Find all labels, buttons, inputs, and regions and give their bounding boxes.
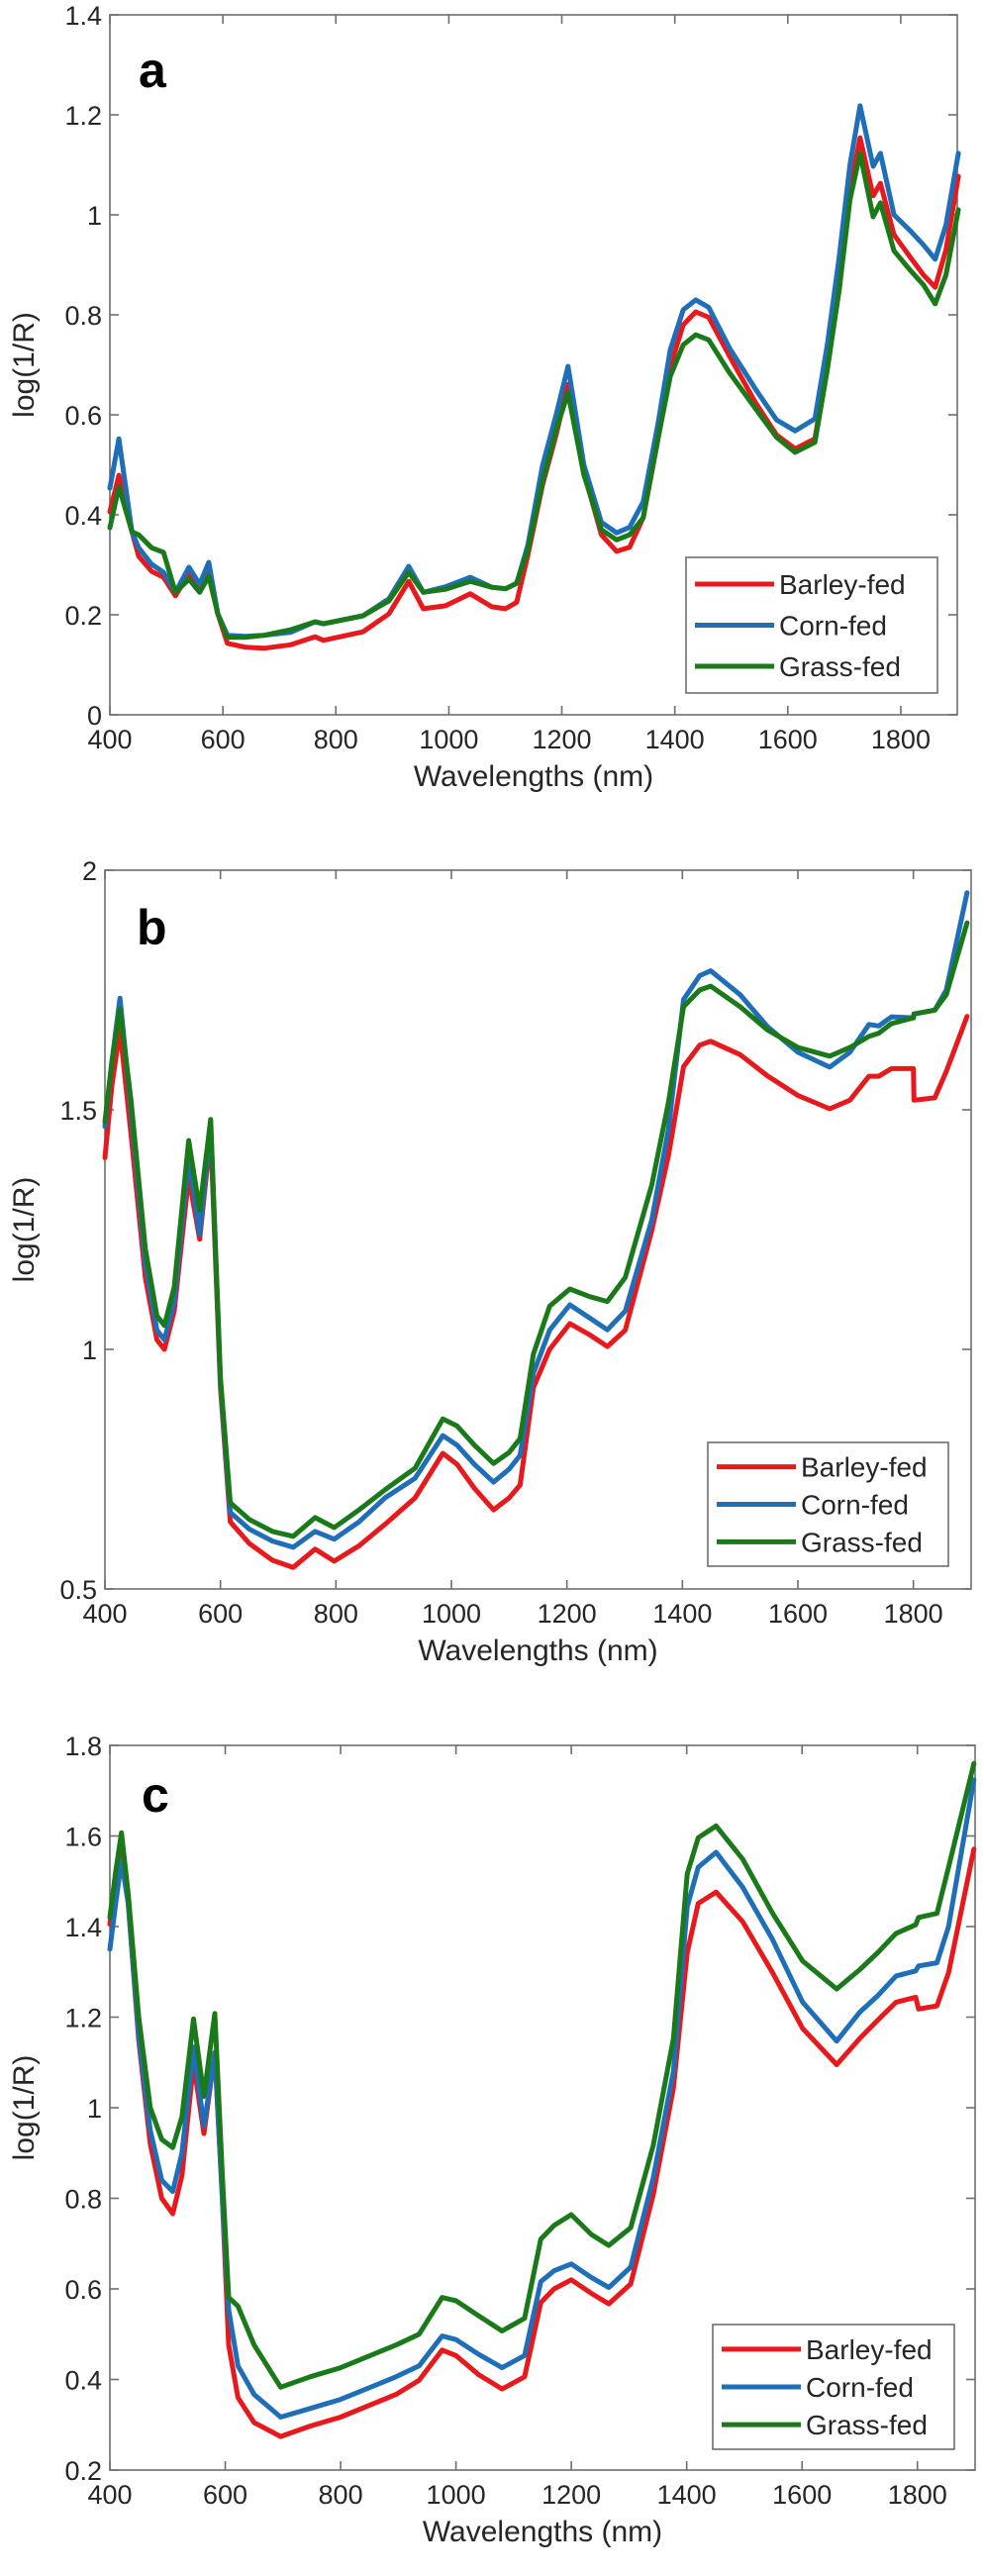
panel-b-y-tick-label: 2 (82, 856, 97, 886)
panel-b-x-tick-label: 1000 (422, 1599, 481, 1629)
panel-a-x-tick-label: 1000 (419, 725, 478, 754)
panel-b-y-tick-label: 1.5 (59, 1096, 97, 1126)
panel-b-x-tick-label: 1200 (538, 1599, 597, 1629)
panel-c: 400 600 800 1000 1200 1400 1600 1800 0.2 0.4 0.6 0.… (8, 1732, 977, 2548)
panel-c-y-tick-label: 1.4 (64, 1913, 102, 1942)
panel-a-y-tick-label: 1.4 (64, 1, 102, 31)
panel-b-letter: b (137, 900, 167, 955)
panel-b-series-grass-fed (102, 920, 970, 1539)
panel-c-x-axis-title: Wavelengths (nm) (423, 2516, 662, 2548)
panel-a-legend-label: Barley-fed (779, 569, 906, 600)
panel-c-legend-label: Corn-fed (806, 2372, 914, 2403)
panel-b-x-tick-label: 800 (314, 1599, 358, 1629)
panel-a-x-tick-label: 800 (314, 725, 358, 754)
panel-c-x-tick-label: 600 (203, 2480, 247, 2510)
panel-c-series (107, 1760, 977, 2439)
panel-a-y-tick-label: 0.6 (64, 401, 102, 431)
panel-a-y-tick-label: 1 (87, 201, 102, 231)
panel-c-y-tick-label: 1 (87, 2094, 102, 2124)
panel-c-y-tick-label: 1.8 (64, 1732, 102, 1761)
panel-c-x-tick-label: 1600 (772, 2480, 832, 2510)
panel-b-x-tick-label: 1400 (652, 1599, 712, 1629)
panel-c-x-tick-label: 1800 (888, 2480, 947, 2510)
panel-a-x-tick-label: 400 (87, 725, 132, 754)
panel-c-legend-label: Barley-fed (806, 2334, 933, 2365)
panel-b-legend: Barley-fed Corn-fed Grass-fed (707, 1441, 949, 1567)
panel-c-y-axis-title: log(1/R) (8, 2055, 41, 2161)
panel-c-x-tick-label: 400 (87, 2480, 132, 2510)
panel-c-x-tick-label: 1000 (427, 2480, 486, 2510)
panel-b-legend-label: Barley-fed (801, 1452, 928, 1483)
panel-a-x-tick-label: 1600 (758, 725, 818, 754)
panel-a-x-tick-label: 1400 (645, 725, 705, 754)
panel-c-y-tick-label: 0.4 (64, 2366, 102, 2396)
panel-c-y-tick-label: 0.8 (64, 2185, 102, 2215)
panel-b-x-tick-label: 1800 (884, 1599, 943, 1629)
panel-a-axes-box (109, 14, 958, 716)
panel-c-x-tick-label: 1200 (541, 2480, 601, 2510)
panel-c-y-tick-label: 1.2 (64, 2004, 102, 2033)
panel-b-y-tick-label: 1 (82, 1336, 97, 1365)
panel-a-letter: a (139, 43, 167, 98)
panel-a-y-tick-label: 0.8 (64, 301, 102, 331)
panel-c-legend: Barley-fed Corn-fed Grass-fed (712, 2324, 955, 2450)
panel-b-series-corn-fed (102, 890, 970, 1550)
panel-a-x-axis-title: Wavelengths (nm) (414, 760, 653, 793)
panel-c-ticks: 400 600 800 1000 1200 1400 1600 1800 0.2 0.4 0.6 0.… (64, 1732, 975, 2510)
panel-b-x-axis-title: Wavelengths (nm) (418, 1635, 657, 1667)
panel-c-letter: c (142, 1767, 169, 1823)
panel-a-x-tick-label: 600 (201, 725, 246, 754)
panel-b-legend-label: Corn-fed (801, 1490, 909, 1521)
panel-a-legend: Barley-fed Corn-fed Grass-fed (685, 556, 938, 694)
panel-c-legend-label: Grass-fed (806, 2410, 928, 2440)
panel-a-series-grass-fed (107, 150, 961, 641)
panel-a: 400 600 800 1000 1200 1400 1600 1800 0 0.2 0.4 0.6 0… (8, 1, 961, 793)
panel-b-ticks: 400 600 800 1000 1200 1400 1600 1800 0.5 1 1.5 2 (59, 856, 971, 1629)
panel-a-y-tick-label: 0 (87, 701, 102, 731)
panel-b-x-tick-label: 600 (198, 1599, 243, 1629)
panel-a-y-axis-title: log(1/R) (8, 312, 41, 418)
panel-c-series-barley-fed (107, 1842, 977, 2439)
panel-b-x-tick-label: 1600 (768, 1599, 828, 1629)
panel-c-y-tick-label: 0.6 (64, 2275, 102, 2305)
panel-c-y-tick-label: 0.2 (64, 2456, 102, 2486)
panel-c-series-corn-fed (107, 1777, 977, 2420)
panel-c-y-tick-label: 1.6 (64, 1823, 102, 1852)
panel-b-axes-box (104, 869, 972, 1590)
panel-b-series (102, 890, 970, 1570)
panel-b-legend-label: Grass-fed (801, 1527, 923, 1557)
panel-a-ticks: 400 600 800 1000 1200 1400 1600 1800 0 0.2 0.4 0.6 0… (64, 1, 957, 754)
panel-a-legend-label: Grass-fed (779, 651, 901, 682)
panel-b-y-axis-title: log(1/R) (8, 1177, 41, 1283)
panel-b-y-tick-label: 0.5 (59, 1575, 97, 1605)
panel-a-y-tick-label: 0.2 (64, 601, 102, 631)
panel-c-series-grass-fed (107, 1760, 977, 2390)
panel-b-x-tick-label: 400 (82, 1599, 127, 1629)
panel-a-y-tick-label: 1.2 (64, 101, 102, 131)
panel-c-x-tick-label: 1400 (657, 2480, 717, 2510)
panel-a-series (107, 103, 961, 651)
panel-a-x-tick-label: 1800 (871, 725, 931, 754)
panel-a-x-tick-label: 1200 (532, 725, 591, 754)
panel-c-x-tick-label: 800 (319, 2480, 363, 2510)
panel-a-legend-label: Corn-fed (779, 611, 887, 642)
panel-a-y-tick-label: 0.4 (64, 501, 102, 531)
